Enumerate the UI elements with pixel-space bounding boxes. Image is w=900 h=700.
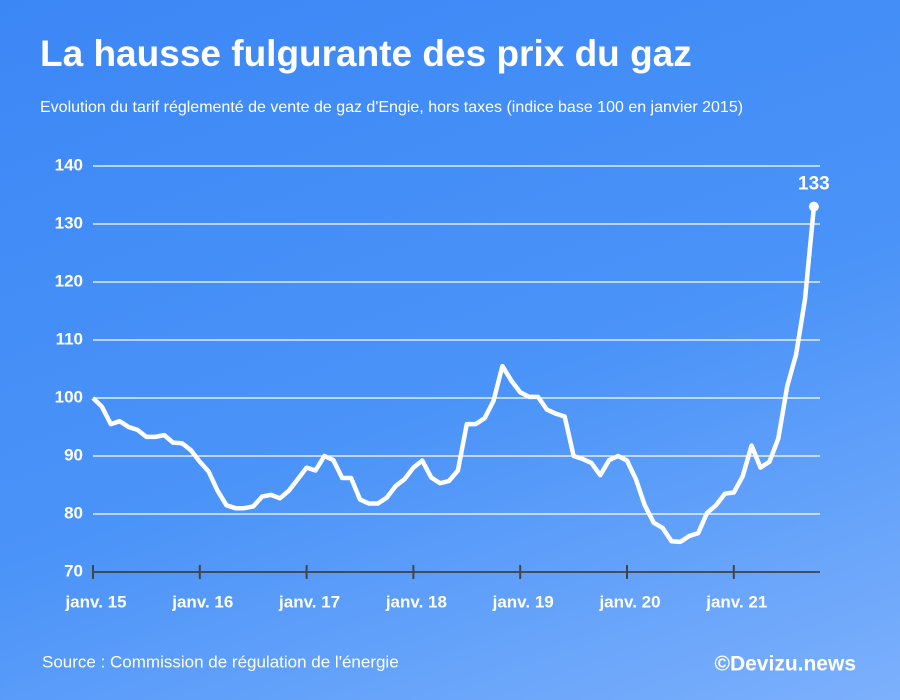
x-tick-label: janv. 16: [171, 592, 233, 611]
y-tick-label: 100: [55, 387, 83, 406]
y-tick-label: 90: [64, 445, 83, 464]
chart-subtitle: Evolution du tarif réglementé de vente d…: [40, 99, 743, 116]
end-point: [808, 201, 819, 212]
x-tick-label: janv. 20: [598, 592, 660, 611]
y-tick-label: 110: [56, 329, 83, 348]
x-tick-label: janv. 15: [64, 592, 126, 611]
credit: ©Devizu.news: [714, 653, 856, 676]
x-tick-label: janv. 17: [278, 592, 340, 611]
y-tick-label: 80: [64, 503, 83, 522]
x-tick-label: janv. 19: [492, 592, 554, 611]
y-tick-label: 70: [64, 561, 83, 580]
line: [91, 206, 817, 545]
x-tick-label: janv. 18: [385, 592, 447, 611]
y-tick-label: 120: [55, 271, 83, 290]
chart-title: La hausse fulgurante des prix du gaz: [40, 33, 692, 74]
x-tick-label: janv. 21: [705, 592, 767, 611]
value-label: 133: [798, 174, 830, 195]
y-tick-label: 130: [55, 213, 83, 232]
source: Source : Commission de régulation de l'é…: [42, 652, 399, 671]
y-tick-label: 140: [55, 155, 83, 174]
